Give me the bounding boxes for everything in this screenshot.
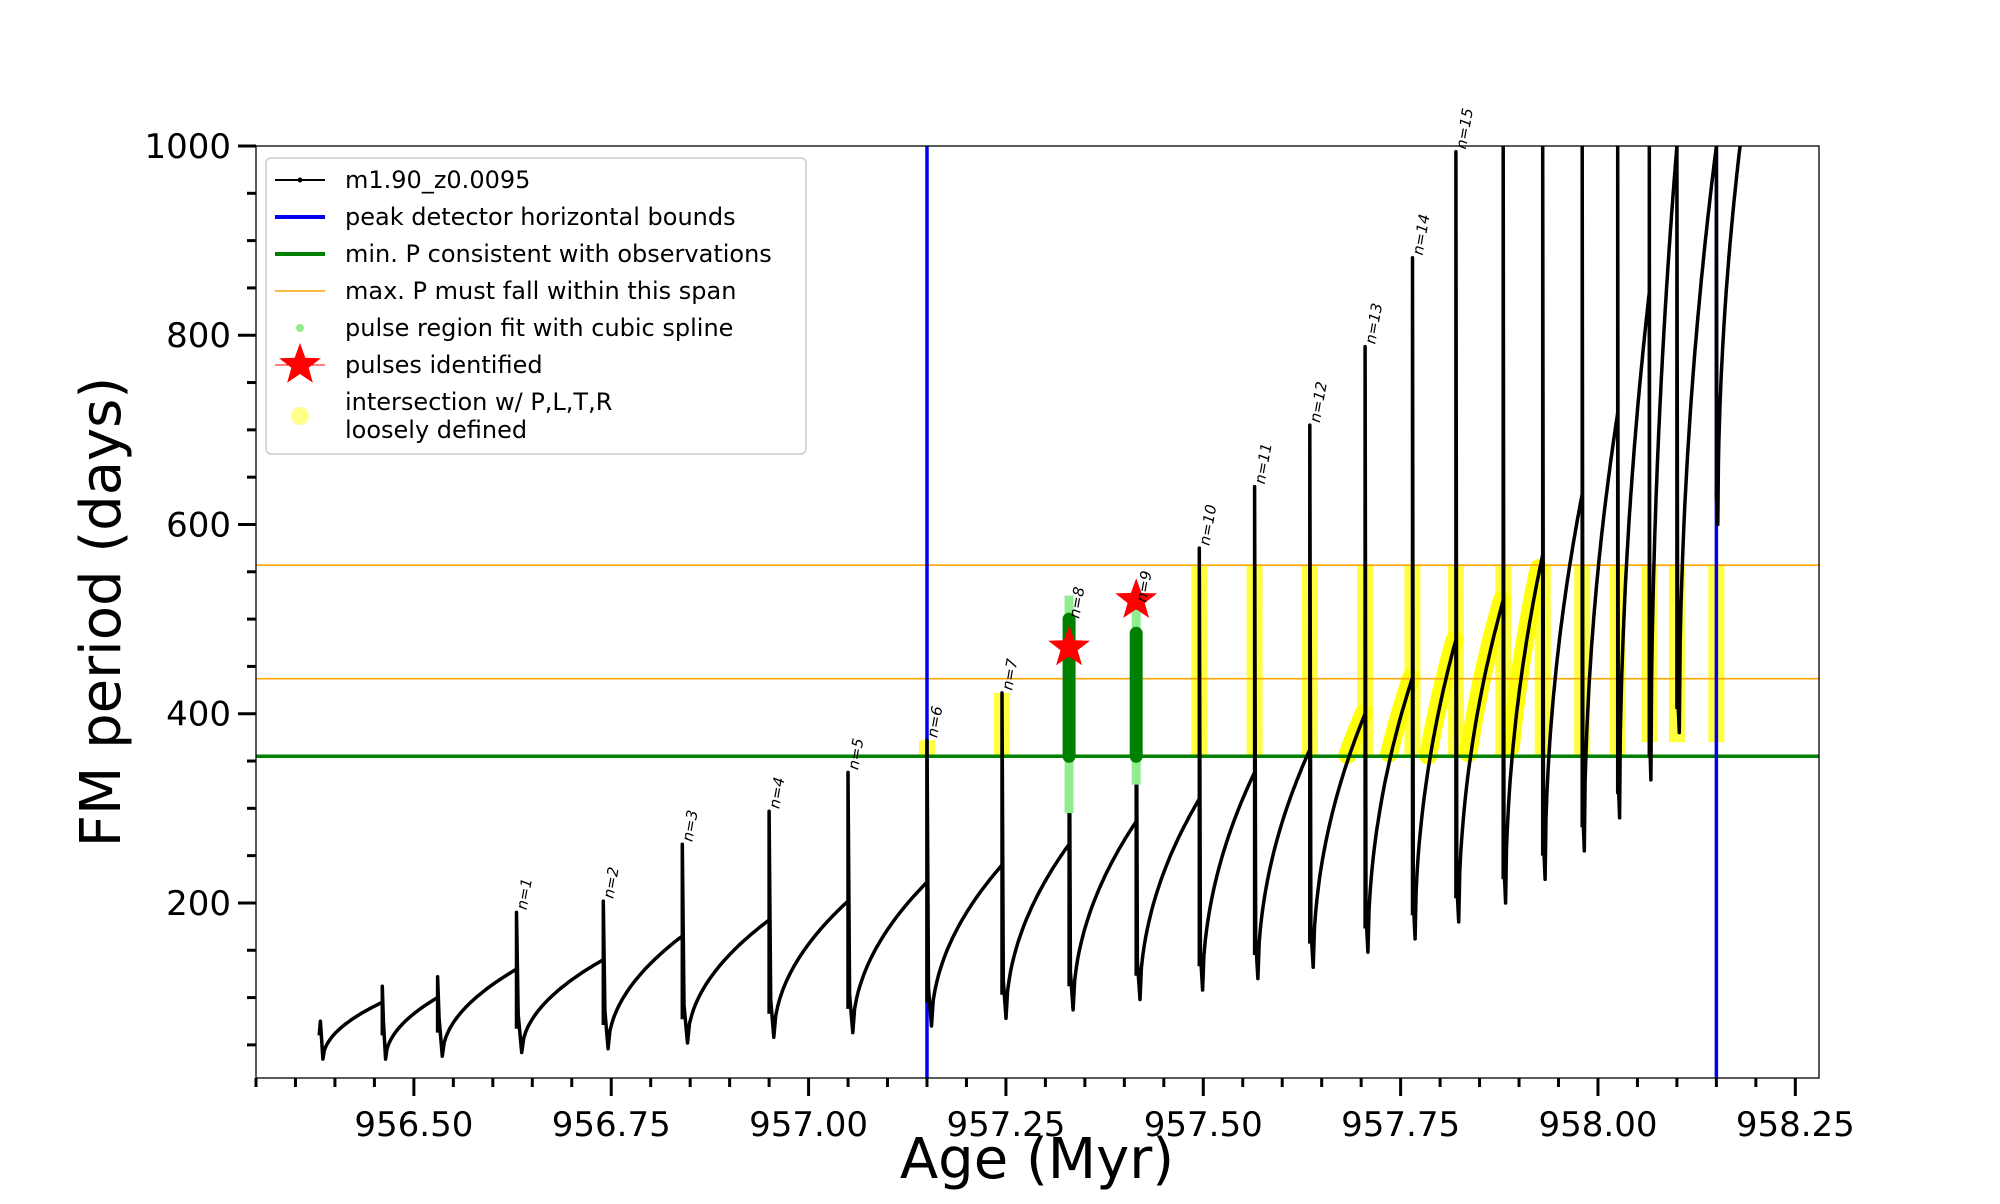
x-tick-label: 957.50	[1144, 1105, 1263, 1145]
pulse-number-label: n=1	[513, 877, 536, 911]
y-axis-label: FM period (days)	[69, 377, 134, 847]
pulse-star	[1048, 625, 1090, 666]
x-tick-label: 958.00	[1538, 1105, 1657, 1145]
track-cycle	[1540, 146, 1584, 882]
track-cycle	[925, 738, 1004, 1028]
pulse-number-label: n=2	[600, 866, 623, 900]
track-cycle	[1615, 146, 1652, 820]
track-cycle	[1410, 255, 1458, 941]
pulse-star	[1115, 578, 1158, 618]
pulse-number-label: n=8	[1065, 585, 1088, 619]
track-cycle	[435, 967, 518, 1058]
legend-bigdot-swatch	[291, 407, 309, 425]
pulse-number-label: n=6	[923, 705, 946, 739]
track-cycle	[1675, 146, 1719, 735]
legend-label: max. P must fall within this span	[345, 277, 736, 305]
track-cycle	[1067, 619, 1138, 1012]
track-cycle	[380, 984, 439, 1061]
x-tick-label: 956.75	[552, 1105, 671, 1145]
x-tick-label: 957.75	[1341, 1105, 1460, 1145]
x-tick-label: 958.25	[1736, 1105, 1855, 1145]
track-cycle	[1714, 146, 1742, 527]
track-cycle	[1363, 344, 1415, 954]
y-tick-label: 1000	[144, 127, 231, 167]
legend-dot-swatch	[296, 324, 304, 332]
pulse-number-label: n=3	[679, 809, 702, 843]
x-tick-label: 956.50	[354, 1105, 473, 1145]
track-cycle	[680, 842, 771, 1045]
legend-box	[265, 157, 807, 455]
legend-label: min. P consistent with observations	[345, 240, 772, 268]
pulse-number-label: n=9	[1132, 569, 1155, 603]
x-axis-label: Age (Myr)	[900, 1127, 1174, 1192]
track-cycle	[601, 899, 684, 1051]
track-cycle	[1134, 603, 1201, 1002]
legend-label: intersection w/ P,L,T,R	[345, 388, 612, 416]
y-tick-label: 200	[166, 884, 231, 924]
y-tick-label: 800	[166, 316, 231, 356]
legend-label: peak detector horizontal bounds	[345, 203, 736, 231]
track-cycle	[1454, 149, 1505, 924]
track-cycle	[767, 809, 850, 1040]
legend-label: m1.90_z0.0095	[345, 166, 530, 194]
legend-label: pulse region fit with cubic spline	[345, 314, 733, 342]
y-tick-label: 600	[166, 505, 231, 545]
y-tick-label: 400	[166, 695, 231, 735]
track-cycle	[846, 770, 929, 1035]
plot-frame	[255, 145, 1820, 1079]
track-cycle	[1308, 423, 1367, 970]
track-cycle	[317, 1000, 384, 1061]
track-cycle	[1501, 146, 1545, 905]
legend-label-line2: loosely defined	[345, 416, 527, 444]
legend-star-swatch	[279, 343, 321, 383]
track-cycle	[1197, 546, 1257, 992]
track-cycle	[1580, 146, 1620, 853]
pulse-number-label: n=4	[765, 776, 788, 810]
x-tick-label: 957.25	[946, 1105, 1065, 1145]
x-tick-label: 957.00	[749, 1105, 868, 1145]
pulse-number-label: n=7	[998, 657, 1021, 692]
track-cycle	[1252, 484, 1312, 981]
legend-track-marker	[297, 177, 303, 183]
pulse-number-label: n=15	[1452, 107, 1477, 151]
legend-label: pulses identified	[345, 351, 543, 379]
track-cycle	[514, 910, 605, 1055]
pulse-number-label: n=5	[844, 737, 867, 771]
track-cycle	[1000, 691, 1071, 1021]
track-cycle	[1647, 146, 1679, 782]
